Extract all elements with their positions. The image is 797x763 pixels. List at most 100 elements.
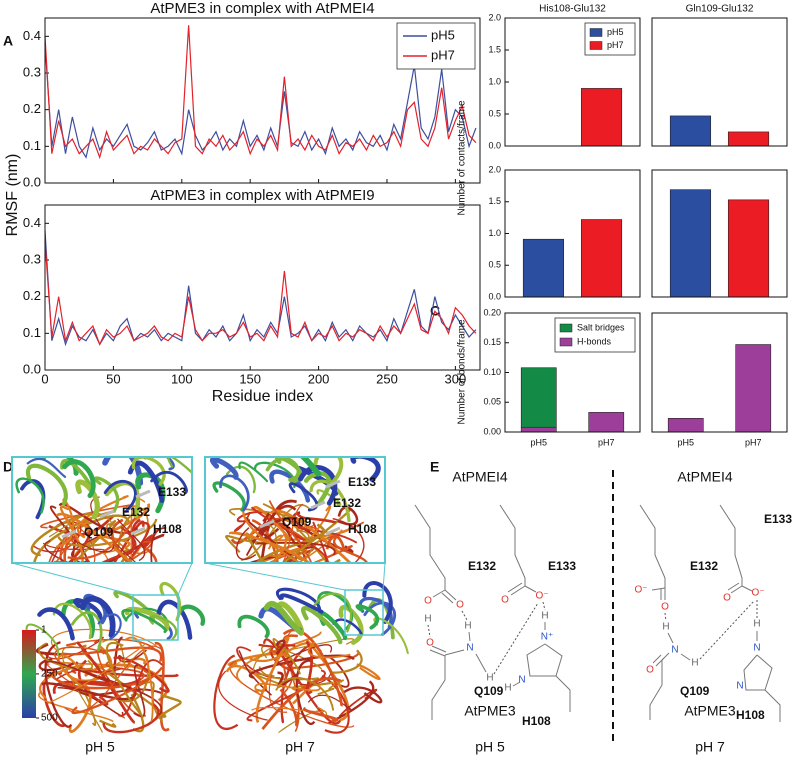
residue-label: E132 bbox=[690, 559, 718, 573]
plot-frame bbox=[504, 17, 641, 147]
residue-label: Q109 bbox=[84, 525, 114, 539]
ribbon bbox=[67, 516, 137, 560]
ribbon bbox=[49, 505, 88, 563]
ribbon bbox=[50, 525, 69, 563]
ribbon bbox=[44, 660, 111, 683]
atom-label: H bbox=[504, 683, 511, 694]
ribbon bbox=[311, 545, 353, 563]
y-axis-label: RMSF (nm) bbox=[4, 154, 21, 237]
ribbon bbox=[213, 654, 239, 730]
ribbon bbox=[47, 643, 146, 704]
chart-title: AtPME3 in complex with AtPMEI9 bbox=[150, 187, 374, 204]
x-tick-label: 150 bbox=[239, 371, 261, 386]
line-series bbox=[44, 230, 477, 347]
ribbon bbox=[76, 641, 136, 724]
ribbon bbox=[275, 676, 335, 711]
bond bbox=[652, 654, 662, 664]
bond bbox=[431, 655, 446, 720]
hydrogen-bond bbox=[542, 601, 546, 611]
ribbon bbox=[282, 628, 343, 707]
plot-frame bbox=[651, 169, 788, 298]
side-chain bbox=[259, 519, 275, 529]
ribbon bbox=[261, 677, 343, 730]
ribbon bbox=[355, 604, 380, 630]
atom-label: H bbox=[424, 614, 431, 625]
ribbon bbox=[269, 520, 288, 563]
ribbon bbox=[177, 604, 206, 626]
bond bbox=[741, 585, 753, 592]
bar-segment bbox=[667, 418, 704, 433]
ribbon bbox=[294, 537, 331, 561]
residue-label: E132 bbox=[468, 559, 496, 573]
y-tick-label: 0.0 bbox=[23, 174, 41, 189]
bar bbox=[669, 189, 712, 298]
atom-label: N bbox=[466, 643, 473, 654]
bond bbox=[680, 653, 691, 661]
ribbon bbox=[113, 656, 170, 693]
ribbon bbox=[133, 664, 146, 717]
ribbon bbox=[270, 522, 308, 563]
ribbon bbox=[269, 469, 311, 503]
atom-label: O bbox=[501, 595, 509, 606]
y-tick-label: 0.1 bbox=[23, 138, 41, 153]
ribbon bbox=[71, 520, 117, 563]
bar-segment bbox=[520, 367, 557, 428]
ribbon bbox=[227, 652, 293, 666]
hydrogen-bond bbox=[493, 602, 539, 675]
legend-swatch bbox=[559, 323, 573, 333]
ribbon bbox=[254, 682, 321, 695]
ribbon bbox=[102, 703, 160, 734]
bond bbox=[661, 652, 670, 661]
ribbon bbox=[343, 686, 383, 704]
ribbon bbox=[212, 481, 246, 512]
bond bbox=[475, 653, 487, 673]
atom-label: N bbox=[736, 681, 743, 692]
ribbon bbox=[218, 670, 268, 721]
plot-frame bbox=[504, 312, 641, 433]
zoom-region bbox=[132, 594, 179, 641]
x-tick-label: pH7 bbox=[598, 437, 615, 447]
ribbon bbox=[99, 719, 117, 728]
ribbon bbox=[150, 471, 188, 494]
scheme-top: AtPMEI4 bbox=[452, 469, 507, 485]
ribbon bbox=[52, 602, 93, 640]
ribbon bbox=[97, 613, 122, 641]
legend-label: pH5 bbox=[431, 27, 455, 42]
y-tick-label: 2.0 bbox=[488, 12, 501, 22]
bond bbox=[512, 681, 521, 687]
ribbon bbox=[237, 614, 270, 639]
colorbar bbox=[22, 630, 36, 718]
y-tick-label: 0.3 bbox=[23, 64, 41, 79]
residue-label: H108 bbox=[153, 522, 182, 536]
y-tick-label: 0.0 bbox=[488, 140, 501, 150]
ribbon bbox=[338, 605, 364, 645]
atom-label: O bbox=[456, 600, 464, 611]
legend-swatch bbox=[589, 28, 603, 37]
ribbon bbox=[330, 649, 363, 674]
ribbon bbox=[362, 581, 393, 624]
atom-label: H bbox=[464, 621, 471, 632]
x-tick-label: 0 bbox=[41, 371, 48, 386]
atom-label: H bbox=[753, 619, 760, 630]
y-tick-label: 2.0 bbox=[488, 164, 501, 174]
ribbon bbox=[219, 474, 250, 512]
ribbon bbox=[65, 638, 158, 652]
ribbon bbox=[279, 593, 324, 614]
bond bbox=[730, 585, 743, 594]
zoom-connector bbox=[382, 562, 386, 591]
ribbon bbox=[234, 511, 251, 532]
bond bbox=[468, 631, 471, 642]
bond bbox=[667, 632, 674, 644]
bond bbox=[444, 589, 457, 601]
x-tick-label: 200 bbox=[308, 371, 330, 386]
zoom-inset bbox=[11, 456, 193, 564]
ribbon bbox=[286, 638, 355, 651]
ribbon bbox=[76, 495, 129, 539]
ribbon bbox=[281, 503, 304, 563]
legend-label: Salt bridges bbox=[577, 322, 625, 332]
atom-label: O⁻ bbox=[751, 588, 764, 599]
bond bbox=[441, 592, 454, 604]
zoom-connector bbox=[11, 562, 134, 596]
bond bbox=[444, 649, 465, 656]
legend-swatch bbox=[589, 41, 603, 50]
